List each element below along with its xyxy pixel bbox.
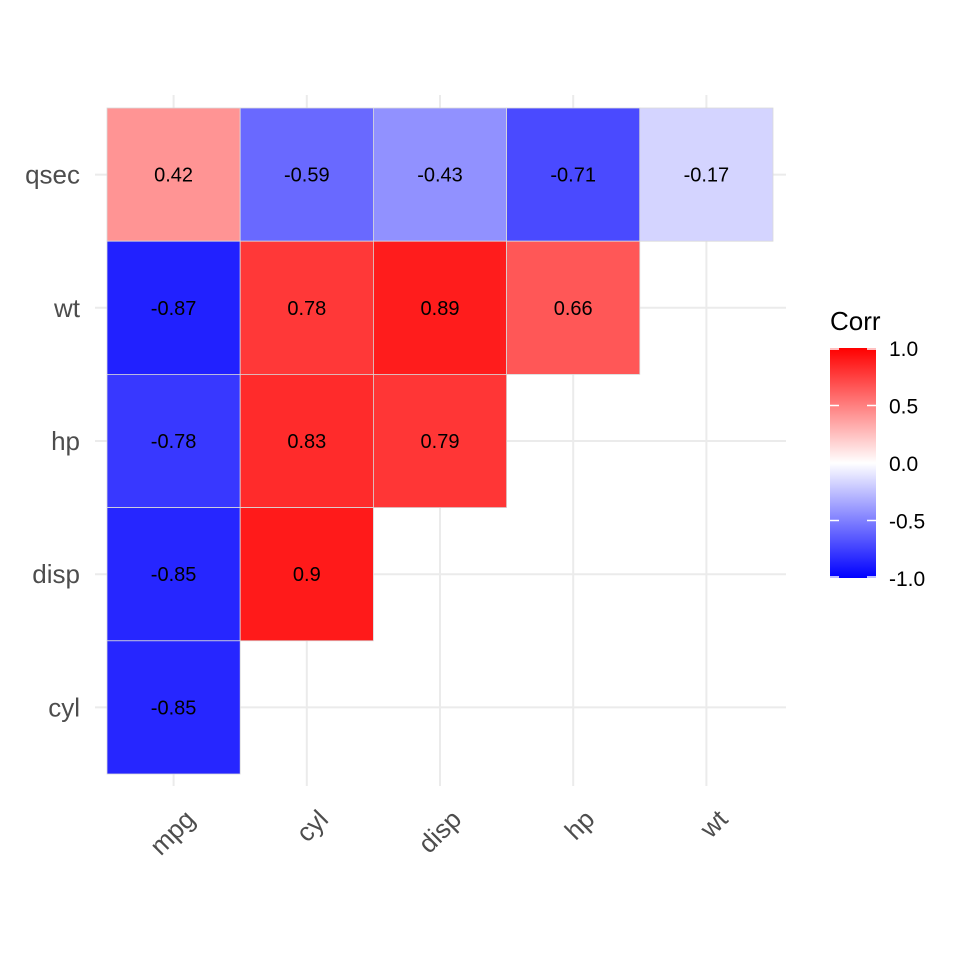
cell-value-label: -0.78 [151, 431, 197, 453]
heatmap-cell [372, 240, 507, 375]
cell-value-label: -0.85 [151, 697, 197, 719]
cell-value-label: -0.59 [284, 165, 330, 187]
cell-value-label: 0.66 [554, 298, 593, 320]
cell-value-label: -0.71 [550, 165, 596, 187]
heatmap-cell [106, 640, 241, 775]
x-axis-tick-labels: mpg cyl disp hp wt [144, 803, 734, 861]
heatmap-cell [106, 507, 241, 642]
y-tick-label: wt [53, 293, 81, 323]
cell-value-label: -0.43 [417, 165, 463, 187]
x-tick-label: wt [693, 803, 734, 844]
cell-value-label: -0.17 [684, 165, 730, 187]
heatmap-cell [372, 373, 507, 508]
cell-value-label: 0.42 [154, 165, 193, 187]
heatmap-cell [106, 240, 241, 375]
legend-tick-label: 1.0 [889, 338, 918, 361]
heatmap-cell [239, 507, 374, 642]
heatmap-cell [506, 240, 641, 375]
cell-value-label: 0.89 [421, 298, 460, 320]
cell-value-label: -0.87 [151, 298, 197, 320]
x-tick-label: disp [412, 804, 467, 859]
y-axis-tick-labels: cyl disp hp wt qsec [25, 160, 81, 723]
x-tick-label: mpg [144, 804, 201, 861]
cell-value-label: 0.83 [287, 431, 326, 453]
y-tick-label: disp [32, 559, 80, 589]
heatmap-cell [239, 107, 374, 242]
y-tick-label: cyl [48, 692, 80, 722]
heatmap-cell [106, 373, 241, 508]
y-tick-label: qsec [25, 160, 80, 190]
cell-value-labels: 0.42 -0.59 -0.43 -0.71 -0.17 -0.87 0.78 0.89 0.6… [151, 165, 729, 720]
x-tick-label: cyl [290, 804, 334, 848]
cell-value-label: -0.85 [151, 564, 197, 586]
heatmap-cell [239, 373, 374, 508]
legend: Corr 1.0 0.5 0.0 -0.5 -1.0 [830, 306, 925, 591]
cell-value-label: 0.78 [287, 298, 326, 320]
heatmap-cell [639, 107, 774, 242]
legend-title: Corr [830, 306, 881, 336]
cell-value-label: 0.9 [293, 564, 321, 586]
x-tick-label: hp [559, 804, 601, 846]
y-tick-label: hp [51, 426, 80, 456]
legend-tick-label: 0.5 [889, 396, 918, 419]
cell-value-label: 0.79 [421, 431, 460, 453]
heatmap-cell [239, 240, 374, 375]
legend-tick-label: 0.0 [889, 453, 918, 476]
heatmap-cell [106, 107, 241, 242]
heatmap-cells [106, 107, 774, 775]
legend-ticks: 1.0 0.5 0.0 -0.5 -1.0 [830, 338, 925, 591]
heatmap-cell [506, 107, 641, 242]
legend-tick-label: -1.0 [889, 568, 925, 591]
legend-tick-label: -0.5 [889, 511, 925, 534]
